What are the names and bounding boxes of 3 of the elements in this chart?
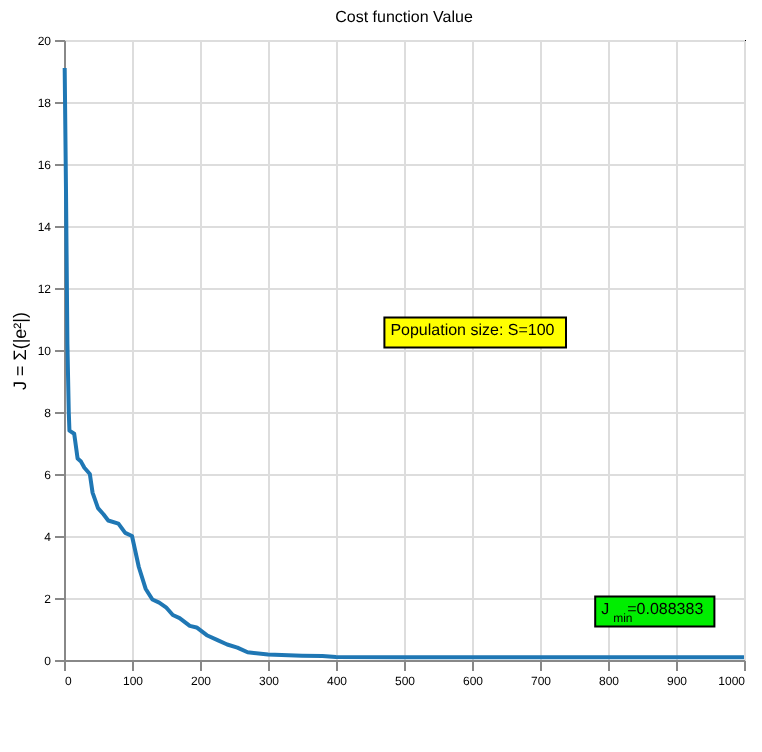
annotation: Population size: S=100 [390,321,556,340]
chart-title: Cost function Value [335,8,474,26]
y-axis-title: J = Σ(|e²|) [9,312,30,390]
